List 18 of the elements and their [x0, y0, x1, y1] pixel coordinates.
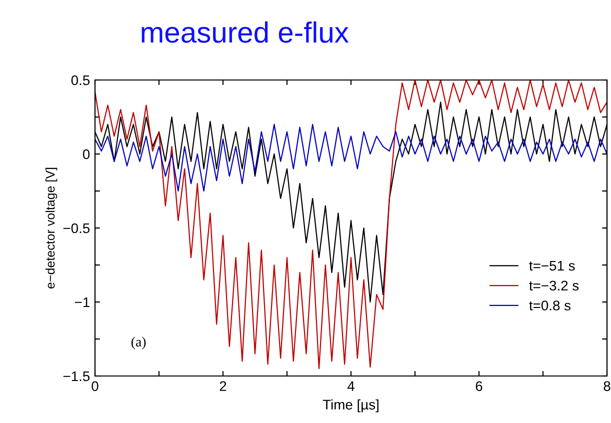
- legend-label: t=−51 s: [529, 260, 575, 271]
- annotation: (a): [131, 336, 146, 350]
- y-tick-label: 0.5: [71, 75, 90, 86]
- legend-label: t=−3.2 s: [529, 280, 579, 291]
- y-tick-label: −1: [74, 297, 90, 308]
- line-series: [95, 124, 607, 192]
- chart-title: measured e-flux: [142, 21, 349, 43]
- x-tick-label: 4: [347, 381, 354, 391]
- x-tick-label: 8: [604, 381, 610, 392]
- legend-label: t=0.8 s: [529, 300, 571, 310]
- x-tick-label: 6: [476, 381, 482, 392]
- y-tick-label: −1.5: [63, 371, 90, 382]
- x-tick-label: 2: [220, 381, 226, 391]
- y-axis-title: e−detector voltage [V]: [46, 168, 58, 288]
- y-tick-label: 0: [82, 149, 90, 160]
- x-tick-label: 0: [92, 381, 98, 392]
- y-tick-label: −0.5: [63, 223, 90, 234]
- x-axis-title: Time [µs]: [322, 399, 378, 412]
